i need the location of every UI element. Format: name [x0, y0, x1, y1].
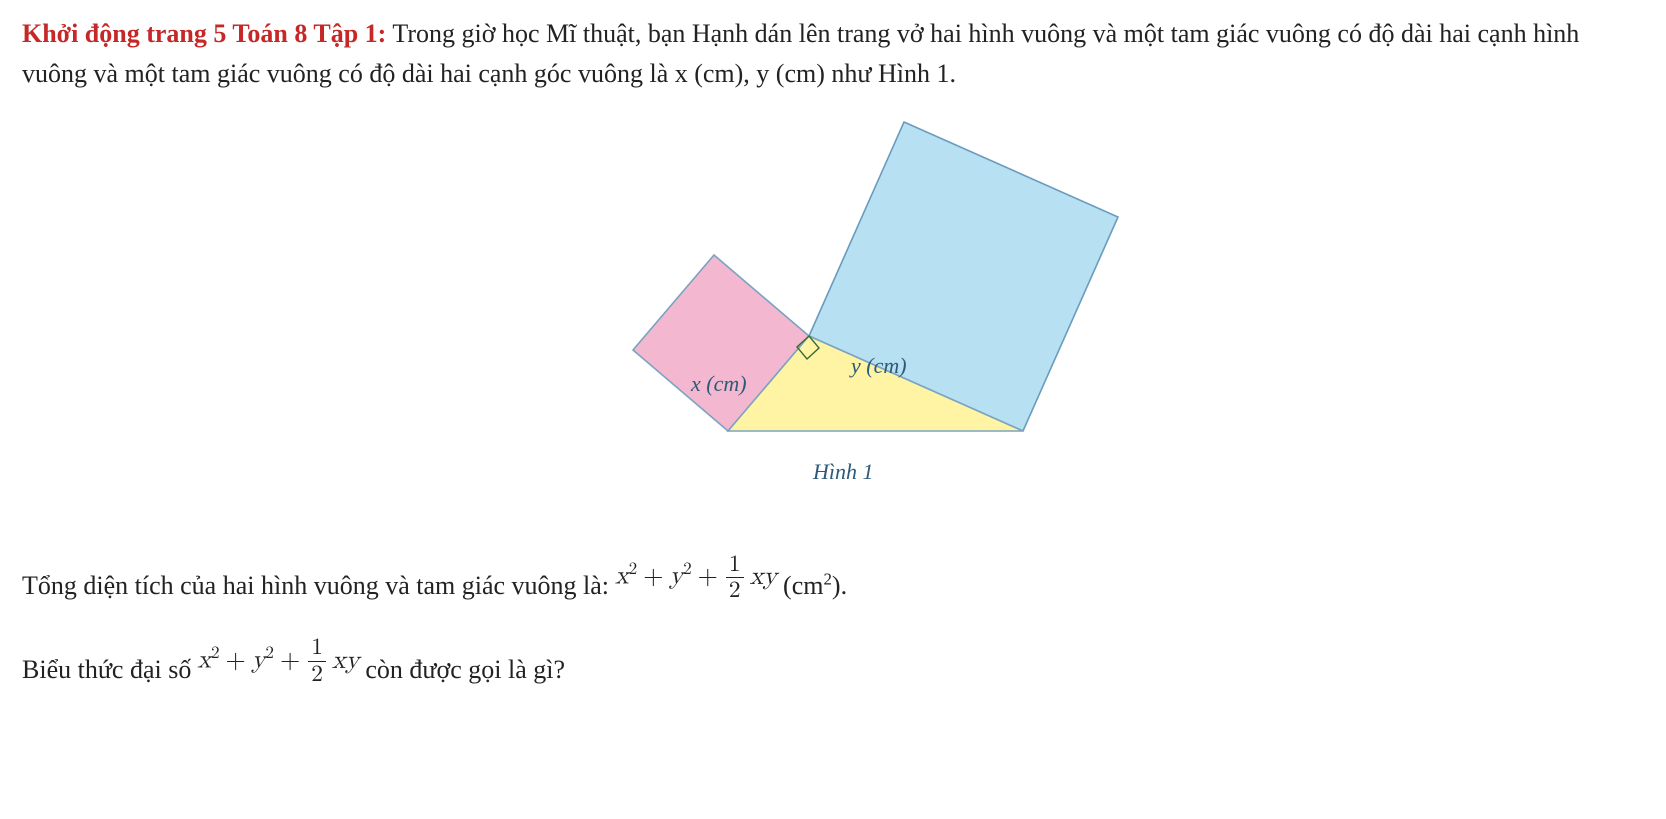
term2-pow-b: 2 [266, 645, 274, 662]
area-unit: (cm2). [783, 565, 847, 607]
fraction-half-b: 1 2 [308, 636, 326, 686]
expression-prefix: Biểu thức đại số [22, 649, 191, 691]
label-y: y (cm) [851, 353, 907, 379]
term2-var: y [669, 564, 683, 590]
figure-caption: Hình 1 [813, 459, 874, 485]
term3-b: xy [332, 641, 359, 683]
term2-pow: 2 [683, 561, 691, 578]
label-x: x (cm) [691, 371, 747, 397]
figure-svg [513, 121, 1153, 491]
frac-num-b: 1 [308, 636, 326, 661]
frac-den: 2 [726, 578, 744, 602]
term1-pow: 2 [629, 561, 637, 578]
plus-4: + [280, 641, 300, 683]
term1-var: x [615, 564, 629, 590]
plus-2: + [698, 557, 718, 599]
figure-container: x (cm) y (cm) Hình 1 [22, 121, 1644, 521]
total-area-prefix: Tổng diện tích của hai hình vuông và tam… [22, 565, 609, 607]
plus-3: + [226, 641, 246, 683]
frac-den-b: 2 [308, 662, 326, 686]
document-page: Khởi động trang 5 Toán 8 Tập 1: Trong gi… [0, 0, 1666, 754]
expression-repeat: x2 + y2 + 1 2 xy [197, 636, 359, 686]
term1-pow-b: 2 [211, 645, 219, 662]
term2-var-b: y [252, 648, 266, 674]
term1-var-b: x [197, 648, 211, 674]
total-area-line: Tổng diện tích của hai hình vuông và tam… [22, 557, 1644, 607]
plus-1: + [643, 557, 663, 599]
fraction-half: 1 2 [726, 553, 744, 603]
expression-name-line: Biểu thức đại số x2 + y2 + 1 2 xy còn đư… [22, 640, 1644, 690]
figure-1: x (cm) y (cm) Hình 1 [513, 121, 1153, 521]
total-area-expression: x2 + y2 + 1 2 xy [615, 553, 777, 603]
expression-suffix: còn được gọi là gì? [365, 649, 565, 691]
problem-title: Khởi động trang 5 Toán 8 Tập 1: [22, 19, 386, 48]
problem-paragraph: Khởi động trang 5 Toán 8 Tập 1: Trong gi… [22, 14, 1644, 95]
frac-num: 1 [726, 553, 744, 578]
term3: xy [750, 557, 777, 599]
